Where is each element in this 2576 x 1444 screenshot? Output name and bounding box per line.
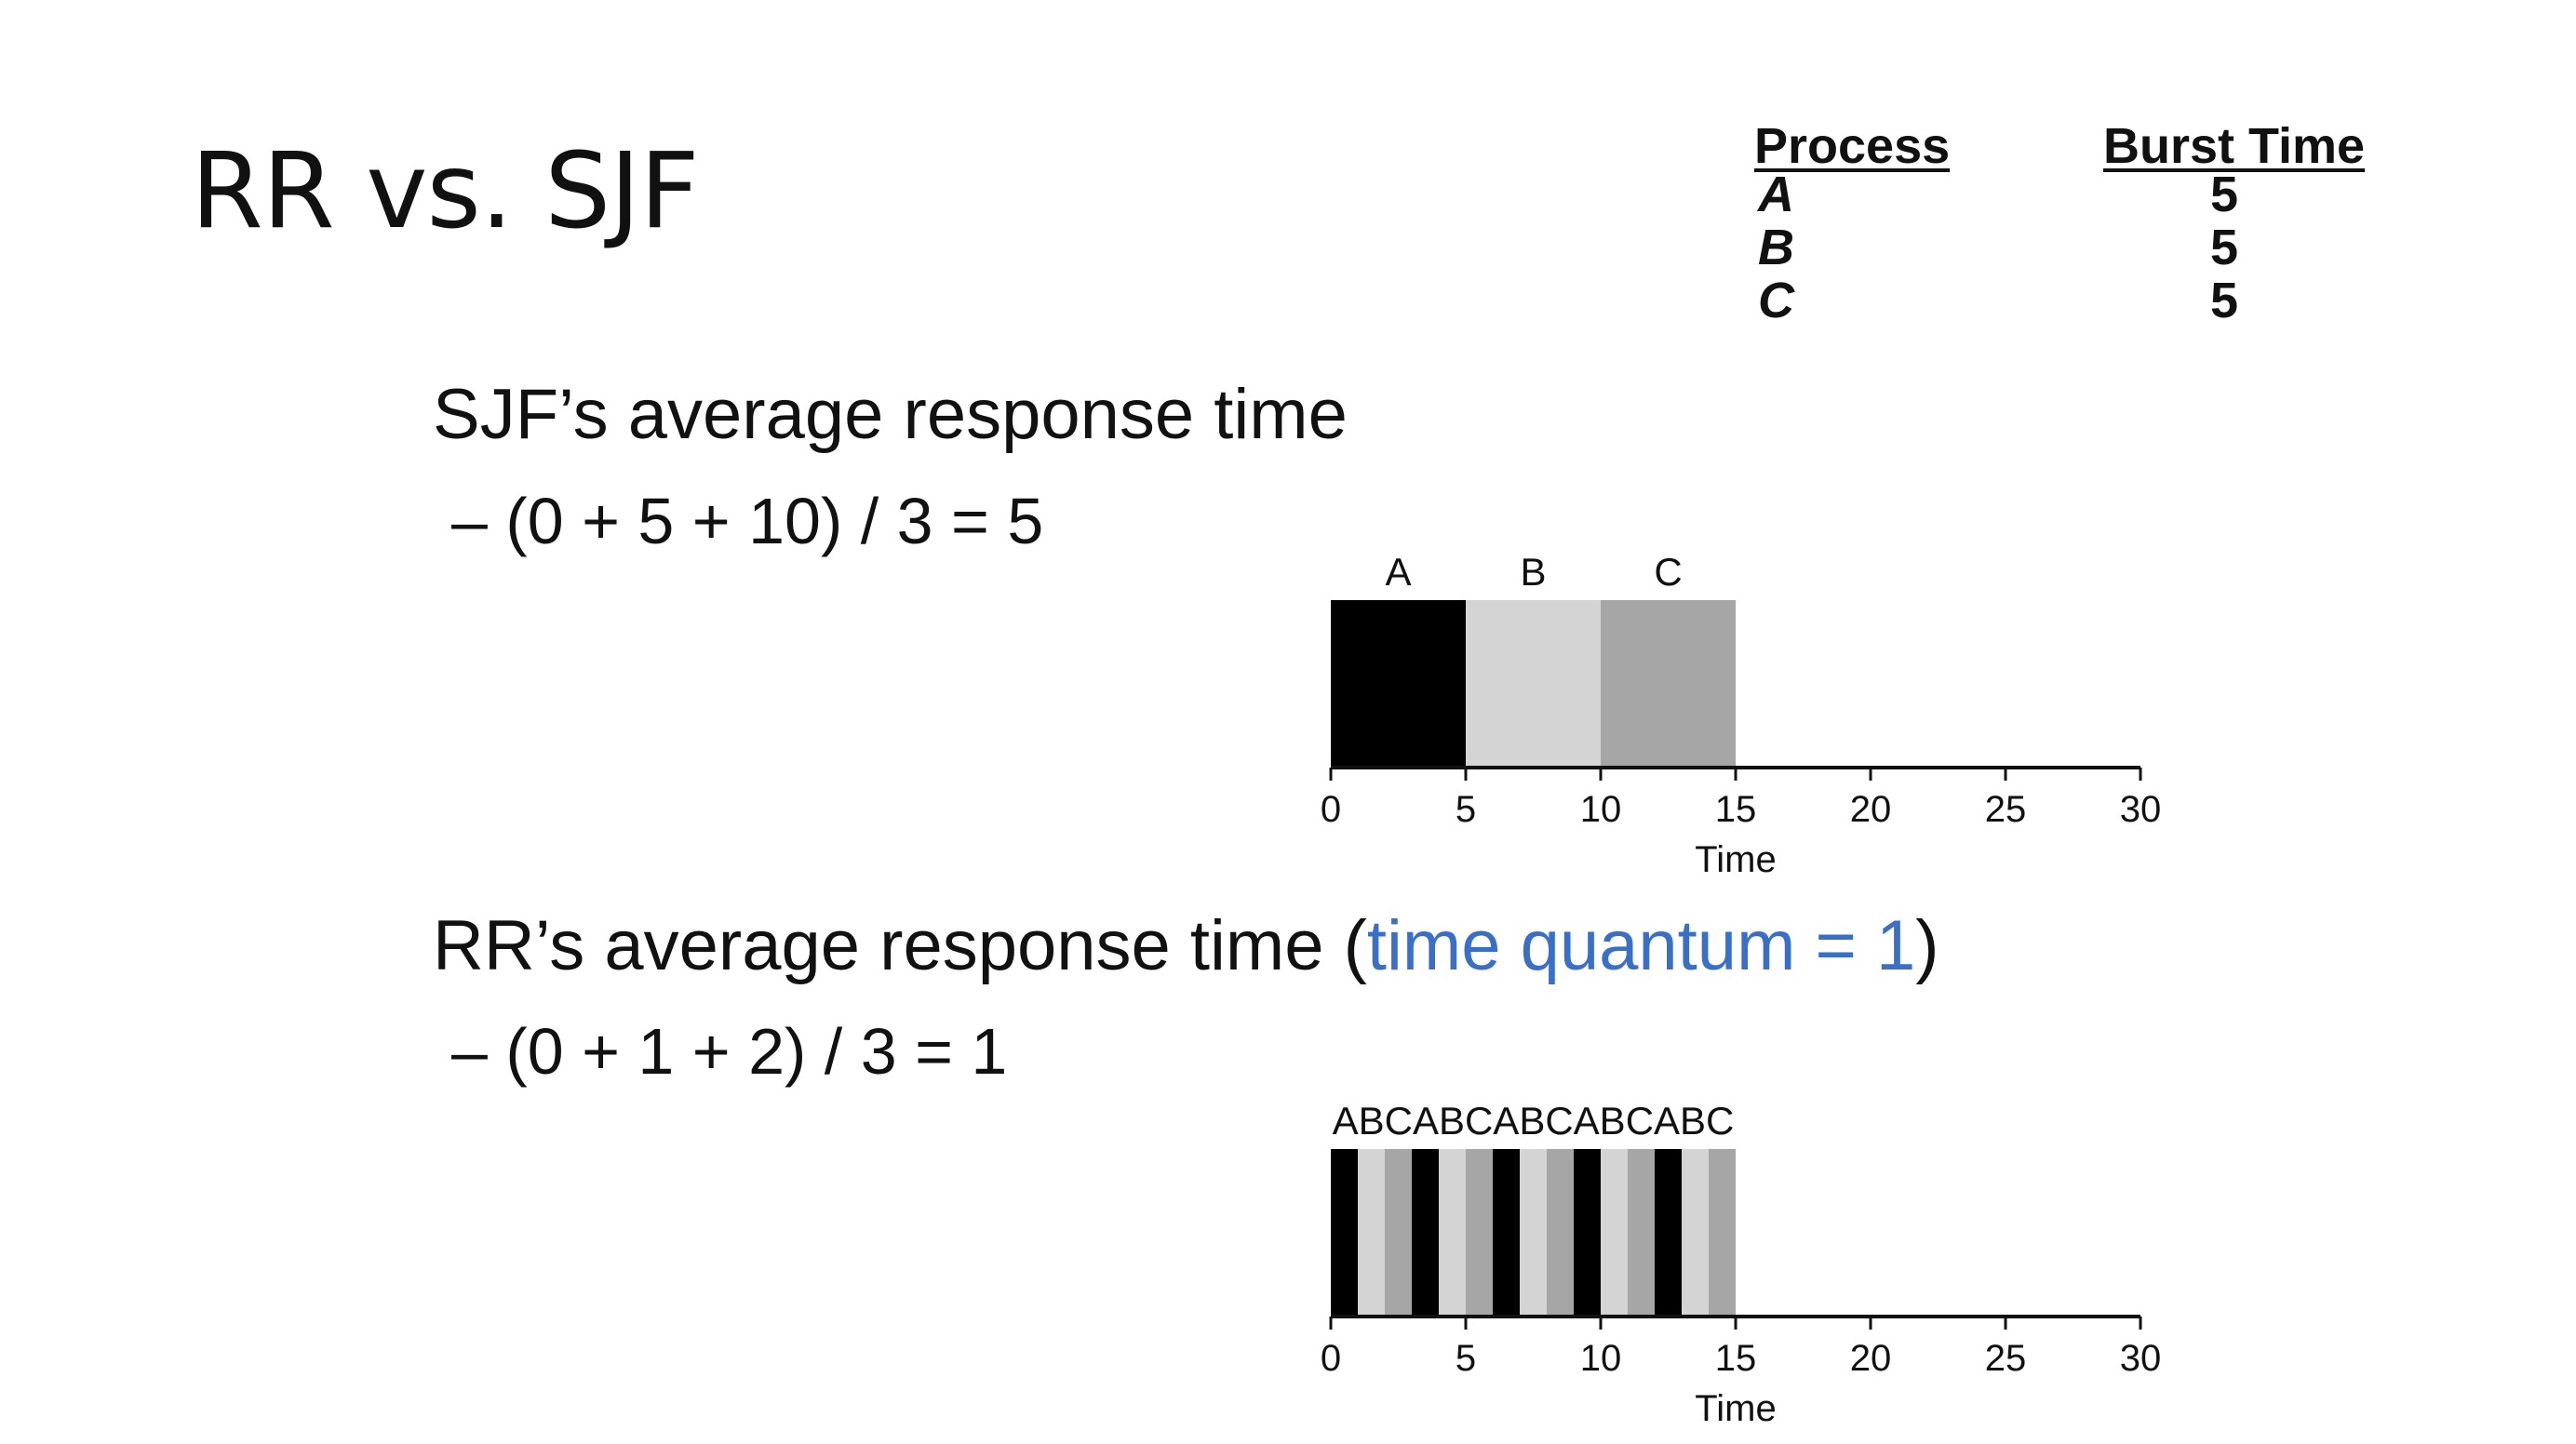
segment-b [1358,1149,1385,1317]
tick-label: 20 [1850,789,1892,830]
process-header: Process [1754,118,1951,174]
segment-b [1439,1149,1466,1317]
segment-c [1709,1149,1736,1317]
process-name-c: C [1758,273,1794,328]
segment-a [1493,1149,1520,1317]
tick-label: 30 [2120,1338,2162,1379]
segment-a [1331,600,1466,768]
segment-a [1331,1149,1358,1317]
rr-heading-quantum: time quantum = 1 [1366,906,1916,985]
burst-value-c: 5 [2210,273,2239,328]
rr-heading: RR’s average response time (time quantum… [433,905,1939,986]
tick-label: 25 [1985,1338,2027,1379]
tick-label: 15 [1715,1338,1757,1379]
sjf-heading: SJF’s average response time [433,375,1348,454]
segment-c [1385,1149,1412,1317]
segment-a [1655,1149,1682,1317]
segment-label-b: B [1520,550,1546,594]
slide-title: RR vs. SJF [191,131,700,252]
segment-c [1628,1149,1655,1317]
segment-c [1547,1149,1574,1317]
segment-a [1574,1149,1601,1317]
segment-c [1601,600,1736,768]
rr-formula: – (0 + 1 + 2) / 3 = 1 [451,1015,1008,1088]
tick-label: 30 [2120,789,2162,830]
tick-label: 0 [1321,789,1341,830]
schedule-label: ABCABCABCABCABC [1333,1099,1735,1143]
tick-label: 15 [1715,789,1757,830]
axis-label: Time [1695,839,1776,880]
segment-b [1520,1149,1547,1317]
segment-c [1466,1149,1493,1317]
segment-label-a: A [1385,550,1411,594]
sjf-formula: – (0 + 5 + 10) / 3 = 5 [451,485,1044,557]
tick-label: 10 [1580,1338,1622,1379]
rr-heading-prefix: RR’s average response time ( [433,906,1367,985]
sjf-gantt-chart: A B C 0 5 10 15 20 25 30 Time [1321,550,2162,880]
tick-label: 5 [1456,789,1476,830]
tick-label: 10 [1580,789,1622,830]
tick-label: 20 [1850,1338,1892,1379]
burst-time-header: Burst Time [2103,118,2366,174]
tick-label: 0 [1321,1338,1341,1379]
tick-label: 25 [1985,789,2027,830]
segment-label-c: C [1654,550,1682,594]
tick-label: 5 [1456,1338,1476,1379]
segment-a [1412,1149,1439,1317]
segment-b [1601,1149,1628,1317]
burst-value-a: 5 [2210,167,2239,222]
segment-b [1682,1149,1709,1317]
rr-heading-suffix: ) [1915,906,1939,985]
process-name-b: B [1758,220,1794,275]
burst-value-b: 5 [2210,220,2239,275]
process-name-a: A [1758,167,1794,222]
axis-label: Time [1695,1388,1776,1429]
rr-gantt-chart: ABCABCABCABCABC 0 5 10 15 20 25 30 Time [1321,1099,2162,1429]
segment-b [1466,600,1601,768]
